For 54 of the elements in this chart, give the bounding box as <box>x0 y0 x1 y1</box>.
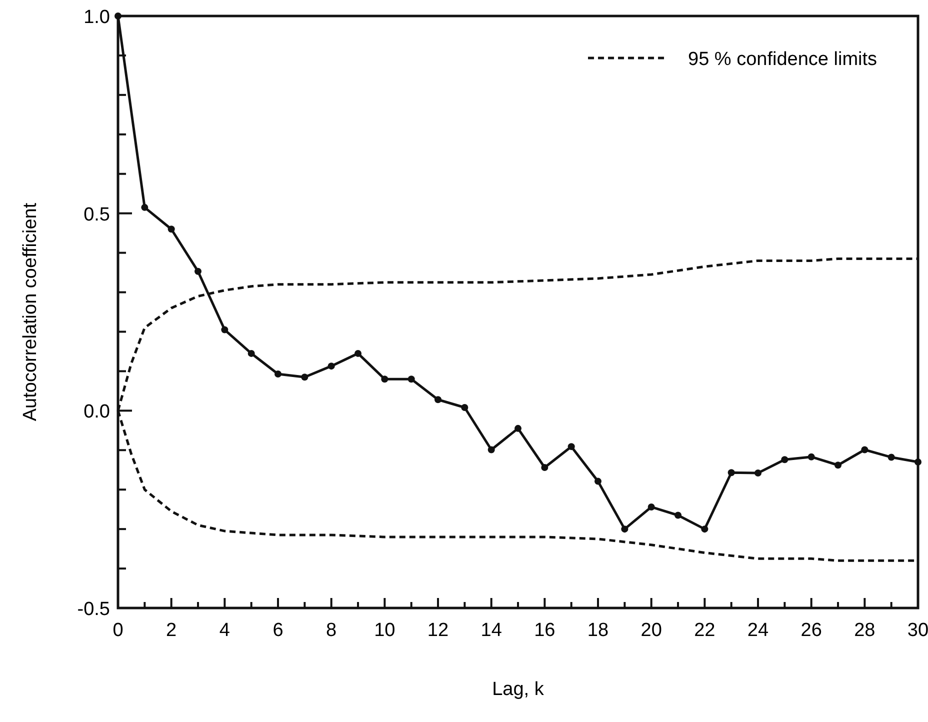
x-tick-label: 20 <box>640 620 662 641</box>
point <box>728 469 735 476</box>
point <box>434 396 442 404</box>
point <box>274 370 282 378</box>
point <box>674 512 682 519</box>
point <box>888 454 895 461</box>
x-tick-label: 18 <box>587 620 609 641</box>
x-tick-label: 30 <box>907 620 928 641</box>
x-tick-label: 22 <box>694 620 716 641</box>
point <box>461 404 468 412</box>
x-tick-label: 0 <box>112 620 124 641</box>
point <box>248 350 255 357</box>
point <box>168 226 175 233</box>
point <box>754 470 762 477</box>
point <box>141 204 148 211</box>
y-tick-label: 0.5 <box>84 204 110 226</box>
x-tick-label: 4 <box>219 620 230 641</box>
point <box>541 464 548 471</box>
x-tick-label: 12 <box>427 620 449 641</box>
point <box>408 376 415 383</box>
point <box>648 503 655 510</box>
y-tick-label: 1.0 <box>84 7 110 28</box>
y-tick-label: -0.5 <box>77 599 110 620</box>
x-tick-label: 6 <box>272 620 284 641</box>
x-tick-label: 24 <box>747 620 769 641</box>
x-tick-label: 2 <box>166 620 177 641</box>
point <box>114 12 122 20</box>
point <box>914 458 922 466</box>
point <box>328 362 335 370</box>
point <box>514 424 522 432</box>
x-tick-label: 26 <box>800 620 822 641</box>
point <box>194 268 202 275</box>
point <box>568 443 575 450</box>
x-tick-label: 8 <box>326 620 337 641</box>
x-tick-label: 14 <box>480 620 502 641</box>
point <box>594 478 602 485</box>
point <box>381 376 388 383</box>
point <box>621 526 628 533</box>
point <box>354 350 362 357</box>
x-tick-label: 10 <box>374 620 396 641</box>
point <box>221 326 228 334</box>
point <box>808 453 815 460</box>
point <box>861 446 868 454</box>
x-tick-label: 28 <box>854 620 876 641</box>
y-axis-title: Autocorrelation coefficient <box>20 202 41 422</box>
point <box>488 446 495 454</box>
point <box>301 374 308 381</box>
point <box>781 456 788 464</box>
x-tick-label: 16 <box>534 620 556 641</box>
point <box>701 526 708 533</box>
legend-label: 95 % confidence limits <box>688 49 878 70</box>
y-tick-label: 0.0 <box>84 402 110 423</box>
point <box>834 462 842 469</box>
x-axis-title: Lag, k <box>492 679 544 700</box>
